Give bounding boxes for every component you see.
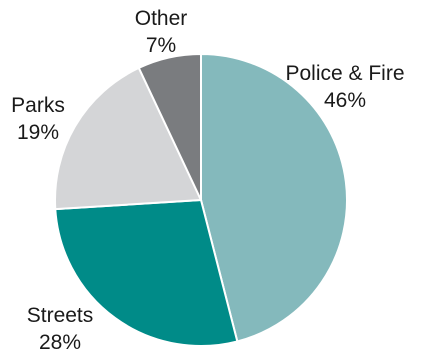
pie-slice-parks [54,66,202,211]
slice-label-value-police-fire: 46% [324,89,366,112]
pie-slices [54,53,348,347]
pie-slice-streets [54,199,239,347]
slice-label-value-parks: 19% [17,121,59,144]
slice-label-name-police-fire: Police & Fire [285,62,404,85]
pie-slice-other [137,53,202,201]
slice-label-name-streets: Streets [27,304,94,327]
slice-label-value-other: 7% [146,34,176,57]
pie-labels: Police & Fire 46% Streets 28% Parks 19% Other 7… [11,7,404,352]
pie-slice-police-fire [200,53,348,343]
slice-label-name-parks: Parks [11,94,65,117]
slice-label-name-other: Other [135,7,188,30]
slice-label-value-streets: 28% [39,331,81,352]
